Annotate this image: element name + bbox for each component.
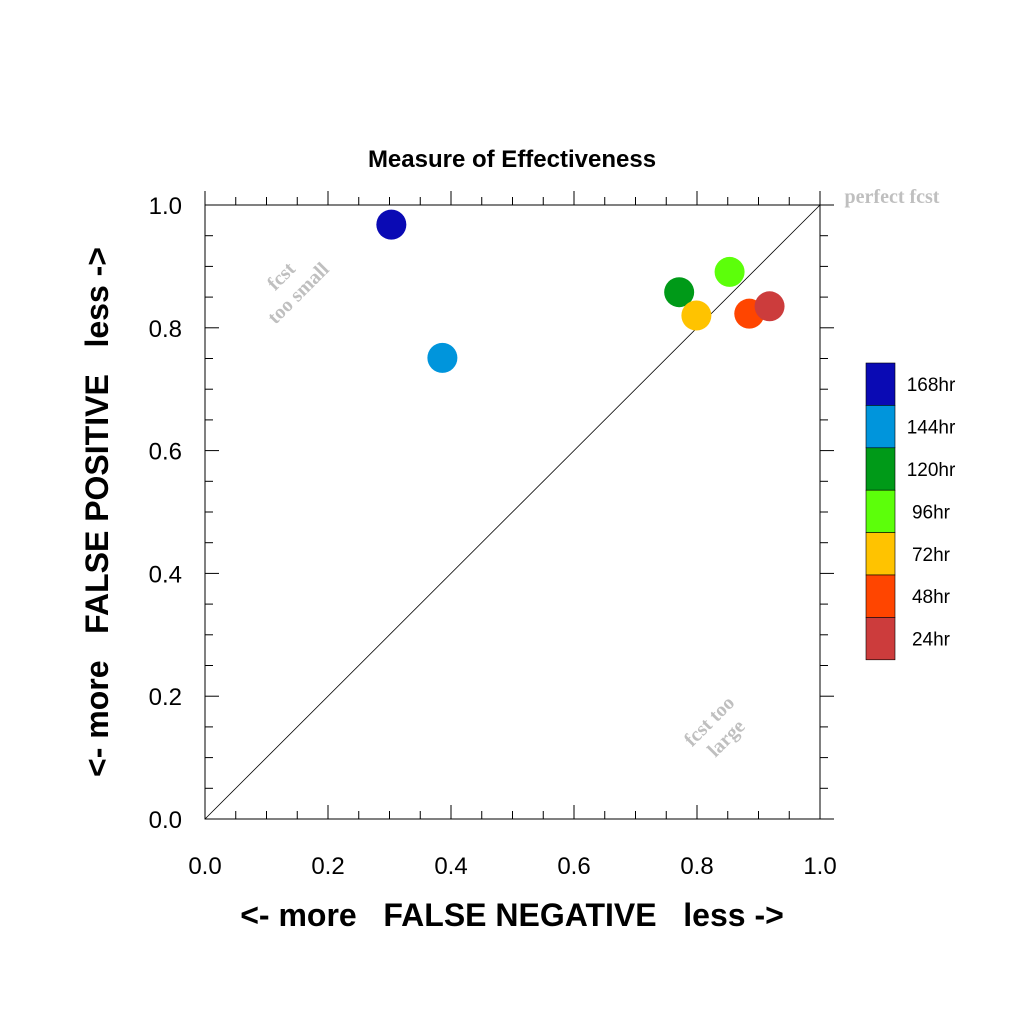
legend-label-96hr: 96hr bbox=[912, 502, 951, 523]
x-tick-label: 0.0 bbox=[188, 853, 221, 880]
y-tick-label: 0.8 bbox=[149, 316, 182, 343]
y-tick-label: 0.4 bbox=[149, 561, 182, 588]
legend-label-168hr: 168hr bbox=[907, 375, 956, 396]
legend-swatch-168hr bbox=[865, 362, 896, 406]
legend-label-144hr: 144hr bbox=[907, 418, 956, 439]
legend-swatch-72hr bbox=[865, 532, 896, 576]
diagonal-line bbox=[204, 204, 821, 820]
data-point-168hr bbox=[376, 209, 407, 240]
x-tick-label: 0.6 bbox=[557, 853, 590, 880]
legend-swatch-144hr bbox=[865, 405, 896, 449]
y-tick-label: 1.0 bbox=[149, 193, 182, 220]
data-point-72hr bbox=[681, 300, 712, 331]
legend: 168hr 144hr 120hr 96hr 72hr 48hr 24hr bbox=[865, 362, 956, 661]
legend-label-120hr: 120hr bbox=[907, 460, 956, 481]
legend-label-72hr: 72hr bbox=[912, 545, 951, 566]
legend-swatch-48hr bbox=[865, 574, 896, 618]
y-tick-label: 0.0 bbox=[149, 807, 182, 834]
x-axis-label: <- more FALSE NEGATIVE less -> bbox=[240, 897, 784, 933]
plot-area: 0.0 0.2 0.4 0.6 0.8 1.0 0.0 0.2 0.4 0.6 0.8 1.0 bbox=[149, 191, 837, 880]
y-tick-label: 0.6 bbox=[149, 439, 182, 466]
chart-title: Measure of Effectiveness bbox=[368, 146, 656, 173]
data-point-96hr bbox=[714, 256, 745, 287]
data-point-24hr bbox=[754, 291, 785, 322]
x-tick-label: 0.4 bbox=[434, 853, 467, 880]
legend-swatch-120hr bbox=[865, 447, 896, 491]
legend-swatch-24hr bbox=[865, 617, 896, 661]
x-tick-label: 1.0 bbox=[803, 853, 836, 880]
y-axis-label: <- more FALSE POSITIVE less -> bbox=[79, 247, 115, 777]
legend-label-48hr: 48hr bbox=[912, 587, 951, 608]
y-tick-label: 0.2 bbox=[149, 684, 182, 711]
data-point-144hr bbox=[427, 342, 458, 373]
legend-label-24hr: 24hr bbox=[912, 630, 951, 651]
annotation-perfect-fcst: perfect fcst bbox=[845, 186, 940, 208]
legend-swatch-96hr bbox=[865, 489, 896, 533]
data-point-120hr bbox=[664, 277, 695, 308]
x-tick-label: 0.8 bbox=[680, 853, 713, 880]
x-tick-label: 0.2 bbox=[311, 853, 344, 880]
